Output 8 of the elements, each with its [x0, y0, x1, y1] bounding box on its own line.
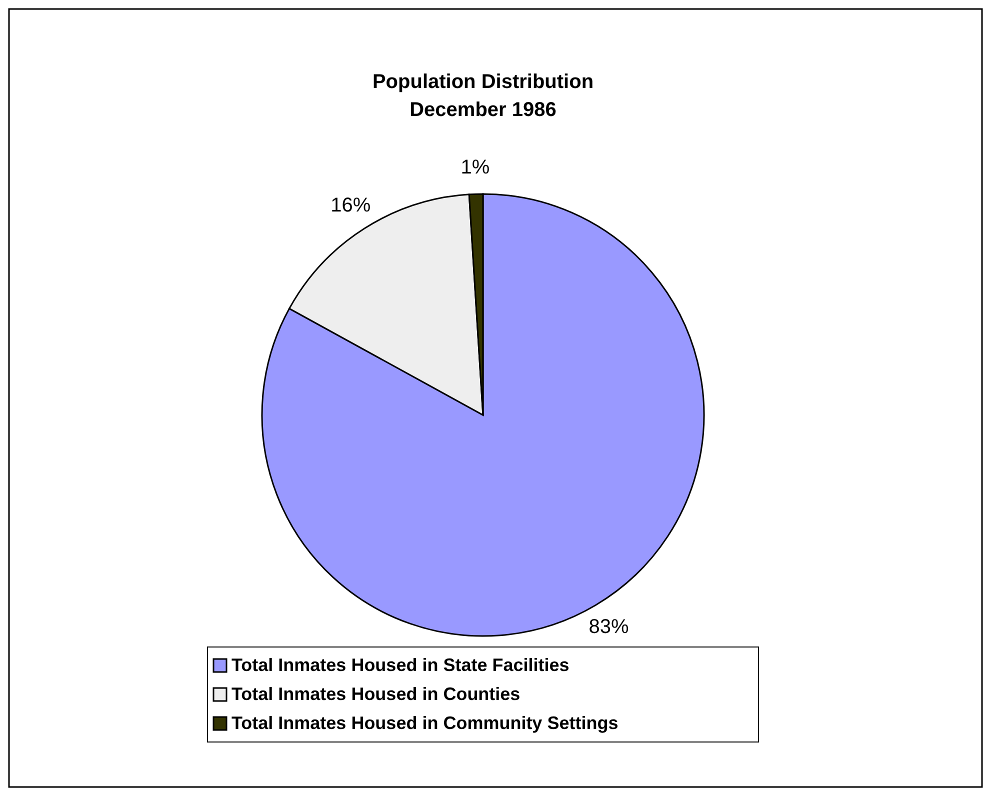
chart-title: Population Distribution December 1986: [372, 71, 594, 121]
data-label: 1%: [460, 156, 490, 178]
legend-label: Total Inmates Housed in Community Settings: [232, 712, 618, 733]
pie-slice: [261, 193, 705, 637]
legend-label: Total Inmates Housed in State Facilities: [232, 654, 570, 675]
data-label: 83%: [588, 616, 629, 638]
data-label: 16%: [330, 194, 371, 217]
legend-label: Total Inmates Housed in Counties: [232, 684, 520, 704]
